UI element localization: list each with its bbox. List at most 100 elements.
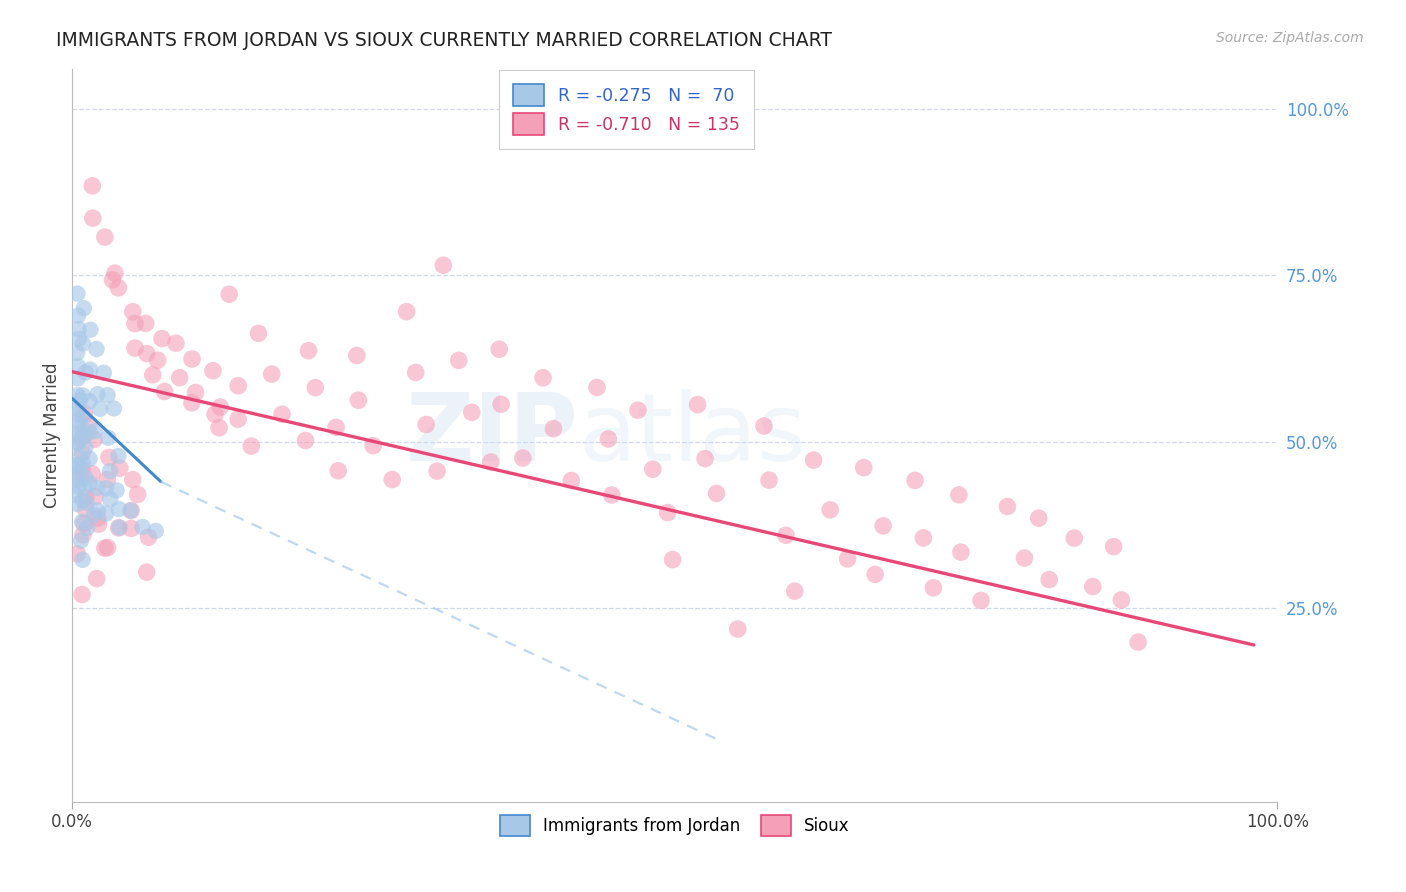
Point	[120, 503, 142, 517]
Point	[122, 304, 145, 318]
Point	[325, 420, 347, 434]
Point	[131, 520, 153, 534]
Point	[405, 366, 427, 380]
Point	[66, 472, 89, 486]
Point	[96, 388, 118, 402]
Point	[150, 332, 173, 346]
Point	[93, 366, 115, 380]
Point	[108, 520, 131, 534]
Point	[70, 533, 93, 548]
Point	[706, 486, 728, 500]
Point	[686, 398, 709, 412]
Point	[73, 406, 96, 420]
Point	[67, 458, 90, 473]
Point	[75, 491, 97, 505]
Point	[226, 412, 249, 426]
Point	[80, 467, 103, 481]
Point	[1063, 531, 1085, 545]
Point	[72, 527, 94, 541]
Point	[758, 473, 780, 487]
Point	[912, 531, 935, 545]
Point	[67, 415, 90, 429]
Point	[94, 541, 117, 555]
Point	[101, 273, 124, 287]
Point	[66, 286, 89, 301]
Point	[72, 446, 94, 460]
Point	[79, 425, 101, 440]
Point	[67, 332, 90, 346]
Point	[904, 474, 927, 488]
Point	[84, 490, 107, 504]
Point	[98, 492, 121, 507]
Point	[72, 553, 94, 567]
Point	[531, 371, 554, 385]
Point	[124, 341, 146, 355]
Point	[75, 366, 97, 380]
Point	[146, 353, 169, 368]
Text: ZIP: ZIP	[405, 389, 578, 481]
Point	[970, 593, 993, 607]
Point	[67, 322, 90, 336]
Point	[247, 326, 270, 341]
Point	[67, 466, 90, 480]
Point	[426, 464, 449, 478]
Point	[783, 584, 806, 599]
Point	[1014, 551, 1036, 566]
Point	[135, 565, 157, 579]
Point	[69, 421, 91, 435]
Point	[127, 487, 149, 501]
Point	[98, 464, 121, 478]
Point	[479, 455, 502, 469]
Text: atlas: atlas	[578, 389, 807, 481]
Point	[69, 392, 91, 407]
Point	[661, 552, 683, 566]
Point	[66, 388, 89, 402]
Point	[818, 503, 841, 517]
Point	[73, 481, 96, 495]
Point	[226, 379, 249, 393]
Point	[66, 473, 89, 487]
Point	[79, 451, 101, 466]
Point	[66, 497, 89, 511]
Point	[201, 364, 224, 378]
Point	[657, 506, 679, 520]
Point	[775, 528, 797, 542]
Point	[346, 349, 368, 363]
Point	[727, 622, 749, 636]
Point	[73, 429, 96, 443]
Y-axis label: Currently Married: Currently Married	[44, 362, 60, 508]
Point	[120, 503, 142, 517]
Point	[1081, 580, 1104, 594]
Point	[72, 494, 94, 508]
Point	[165, 336, 187, 351]
Point	[512, 450, 534, 465]
Point	[73, 301, 96, 316]
Point	[560, 474, 582, 488]
Point	[72, 336, 94, 351]
Point	[852, 460, 875, 475]
Point	[135, 317, 157, 331]
Point	[381, 473, 404, 487]
Point	[447, 353, 470, 368]
Point	[586, 380, 609, 394]
Point	[87, 517, 110, 532]
Point	[103, 401, 125, 416]
Point	[181, 352, 204, 367]
Point	[138, 530, 160, 544]
Point	[297, 343, 319, 358]
Point	[271, 407, 294, 421]
Point	[66, 359, 89, 374]
Point	[86, 572, 108, 586]
Point	[949, 545, 972, 559]
Point	[209, 400, 232, 414]
Point	[872, 518, 894, 533]
Point	[86, 387, 108, 401]
Point	[87, 511, 110, 525]
Point	[142, 368, 165, 382]
Point	[66, 309, 89, 323]
Point	[752, 419, 775, 434]
Point	[70, 515, 93, 529]
Point	[488, 343, 510, 357]
Point	[180, 396, 202, 410]
Point	[66, 407, 89, 421]
